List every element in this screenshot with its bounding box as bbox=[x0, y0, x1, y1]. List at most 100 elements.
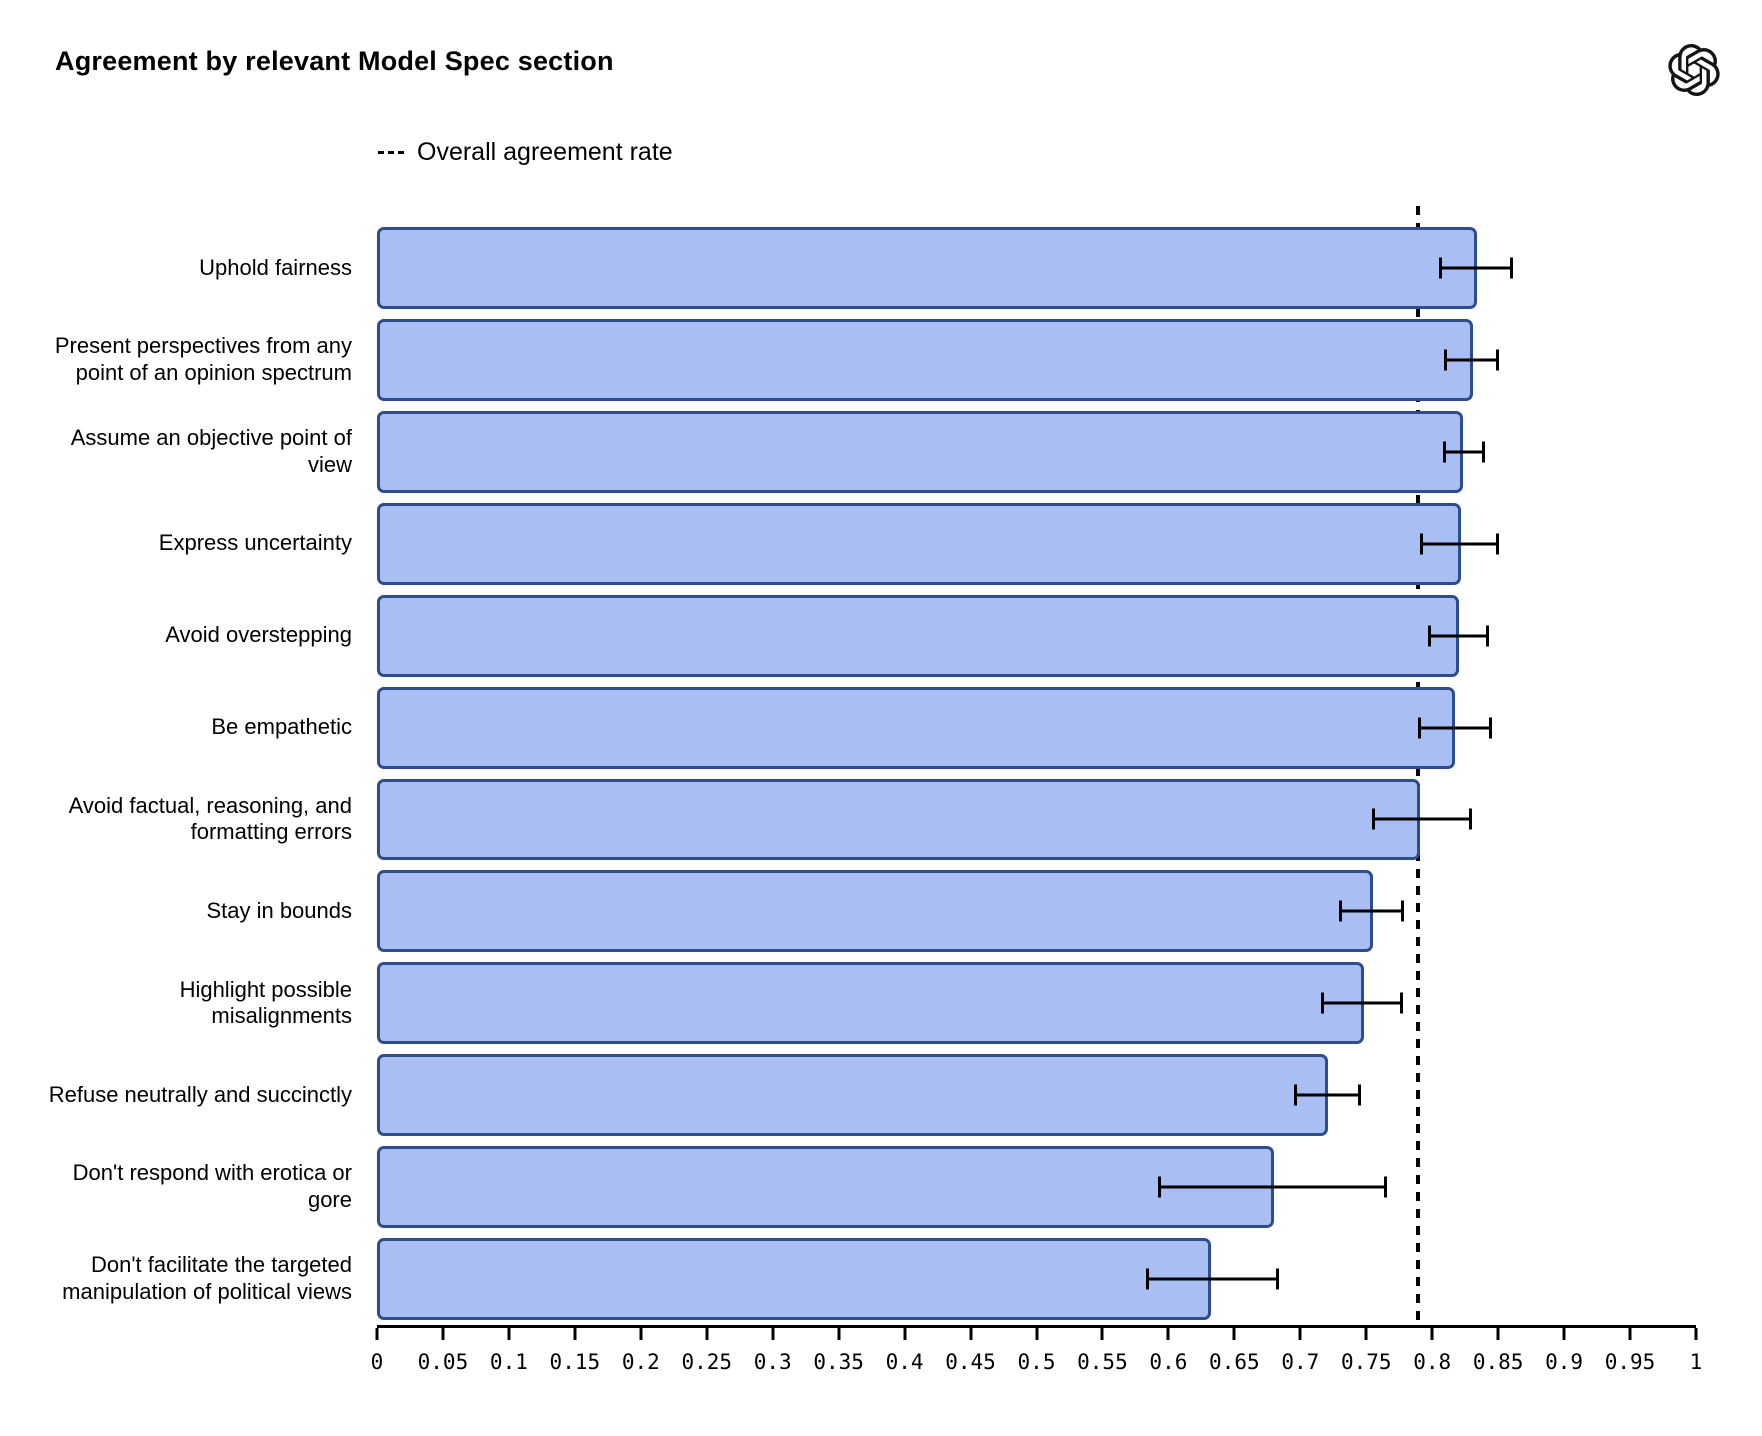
x-axis-tick bbox=[771, 1328, 775, 1340]
chart-row: Don't respond with erotica or gore bbox=[40, 1141, 1696, 1233]
error-bar bbox=[1417, 717, 1492, 739]
dashed-line-icon bbox=[378, 151, 404, 154]
x-axis-tick bbox=[1035, 1328, 1038, 1340]
x-axis-tick bbox=[1430, 1328, 1434, 1340]
x-axis-tick-label: 0.05 bbox=[417, 1350, 469, 1374]
legend-label: Overall agreement rate bbox=[417, 138, 673, 166]
category-label: Uphold fairness bbox=[199, 254, 352, 280]
chart-row: Don't facilitate the targeted manipulati… bbox=[40, 1233, 1696, 1325]
x-axis-tick-label: 1 bbox=[1689, 1350, 1703, 1374]
x-axis-tick bbox=[1562, 1328, 1566, 1340]
x-axis-tick-label: 0.65 bbox=[1209, 1350, 1260, 1374]
x-axis-tick bbox=[705, 1328, 709, 1340]
bar bbox=[377, 227, 1478, 309]
x-axis-tick bbox=[573, 1328, 577, 1340]
error-bar bbox=[1444, 349, 1500, 371]
plot-area: Uphold fairness Present perspectives from… bbox=[40, 206, 1696, 1325]
chart-row: Present perspectives from any point of a… bbox=[40, 314, 1696, 406]
x-axis-tick bbox=[507, 1328, 511, 1340]
error-bar bbox=[1371, 808, 1472, 830]
page-title: Agreement by relevant Model Spec section bbox=[55, 46, 614, 76]
x-axis-tick-label: 0.7 bbox=[1281, 1350, 1320, 1374]
chart-row: Avoid overstepping bbox=[40, 590, 1696, 682]
category-label: Be empathetic bbox=[211, 714, 352, 740]
x-axis-tick bbox=[1496, 1328, 1500, 1340]
legend: Overall agreement rate bbox=[378, 138, 673, 167]
error-bar bbox=[1442, 441, 1485, 463]
bar-track bbox=[377, 406, 1696, 498]
category-label: Refuse neutrally and succinctly bbox=[48, 1081, 352, 1107]
category-label: Don't respond with erotica or gore bbox=[72, 1160, 352, 1213]
x-axis-tick-label: 0.5 bbox=[1017, 1350, 1056, 1374]
x-axis-tick-label: 0.3 bbox=[753, 1350, 792, 1374]
bar-track bbox=[377, 1141, 1696, 1233]
error-bar bbox=[1338, 900, 1405, 922]
x-axis-tick-label: 0 bbox=[370, 1350, 384, 1374]
x-axis-tick bbox=[969, 1328, 973, 1340]
bar-track bbox=[377, 314, 1696, 406]
bar-track bbox=[377, 590, 1696, 682]
openai-logo-icon bbox=[1668, 44, 1720, 97]
x-axis-tick-label: 0.85 bbox=[1472, 1350, 1524, 1374]
category-label: Stay in bounds bbox=[206, 898, 352, 923]
bar bbox=[377, 1054, 1328, 1137]
bar bbox=[377, 778, 1421, 861]
bar-track bbox=[377, 865, 1696, 957]
bar-track bbox=[377, 1233, 1696, 1325]
x-axis-tick-label: 0.45 bbox=[945, 1350, 996, 1374]
bar-track bbox=[377, 682, 1696, 774]
bar bbox=[377, 870, 1373, 953]
x-axis-tick bbox=[1298, 1328, 1302, 1340]
x-axis-tick-label: 0.8 bbox=[1413, 1350, 1452, 1374]
x-axis-tick bbox=[1364, 1328, 1368, 1340]
x-axis-tick bbox=[1232, 1328, 1236, 1340]
category-label: Assume an objective point of view bbox=[70, 424, 352, 477]
x-axis-tick-label: 0.9 bbox=[1545, 1350, 1584, 1374]
bar bbox=[377, 1146, 1274, 1229]
chart-row: Refuse neutrally and succinctly bbox=[40, 1049, 1696, 1141]
chart-row: Uphold fairness bbox=[40, 222, 1696, 314]
error-bar bbox=[1438, 257, 1513, 279]
x-axis-tick-label: 0.55 bbox=[1077, 1350, 1128, 1374]
bar bbox=[377, 410, 1463, 493]
bar bbox=[377, 1238, 1211, 1321]
category-label: Avoid overstepping bbox=[165, 622, 352, 648]
x-axis-tick bbox=[441, 1328, 445, 1340]
x-axis-tick-label: 0.2 bbox=[621, 1350, 660, 1374]
chart-row: Highlight possible misalignments bbox=[40, 957, 1696, 1049]
chart-row: Stay in bounds bbox=[40, 865, 1696, 957]
x-axis-tick-label: 0.4 bbox=[885, 1350, 924, 1374]
bar bbox=[377, 318, 1474, 401]
bar-track bbox=[377, 498, 1696, 590]
chart-row: Avoid factual, reasoning, and formatting… bbox=[40, 774, 1696, 866]
x-axis-tick bbox=[1628, 1328, 1632, 1340]
error-bar bbox=[1145, 1268, 1280, 1290]
x-axis-tick-label: 0.25 bbox=[681, 1350, 733, 1374]
category-label: Avoid factual, reasoning, and formatting… bbox=[68, 792, 352, 845]
bar-track bbox=[377, 774, 1696, 866]
category-label: Don't facilitate the targeted manipulati… bbox=[62, 1252, 352, 1305]
chart-row: Express uncertainty bbox=[40, 498, 1696, 590]
chart-row: Assume an objective point of view bbox=[40, 406, 1696, 498]
x-axis-tick bbox=[903, 1328, 907, 1340]
bar bbox=[377, 594, 1459, 677]
x-axis-tick-label: 0.1 bbox=[489, 1350, 528, 1374]
bar bbox=[377, 686, 1455, 769]
x-axis-tick-label: 0.6 bbox=[1149, 1350, 1188, 1374]
error-bar bbox=[1157, 1176, 1388, 1198]
x-axis-tick bbox=[639, 1328, 643, 1340]
x-axis-tick-label: 0.15 bbox=[549, 1350, 601, 1374]
x-axis-tick bbox=[1100, 1328, 1104, 1340]
chart-row: Be empathetic bbox=[40, 682, 1696, 774]
x-axis-tick bbox=[1694, 1328, 1698, 1340]
category-label: Express uncertainty bbox=[158, 530, 352, 556]
category-label: Highlight possible misalignments bbox=[179, 976, 352, 1029]
error-bar bbox=[1420, 533, 1500, 555]
x-axis-tick-label: 0.95 bbox=[1604, 1350, 1656, 1374]
error-bar bbox=[1321, 992, 1404, 1014]
bar-chart: Uphold fairness Present perspectives from… bbox=[40, 206, 1702, 1392]
bar-track bbox=[377, 1049, 1696, 1141]
bar-track bbox=[377, 957, 1696, 1049]
bar bbox=[377, 962, 1364, 1045]
